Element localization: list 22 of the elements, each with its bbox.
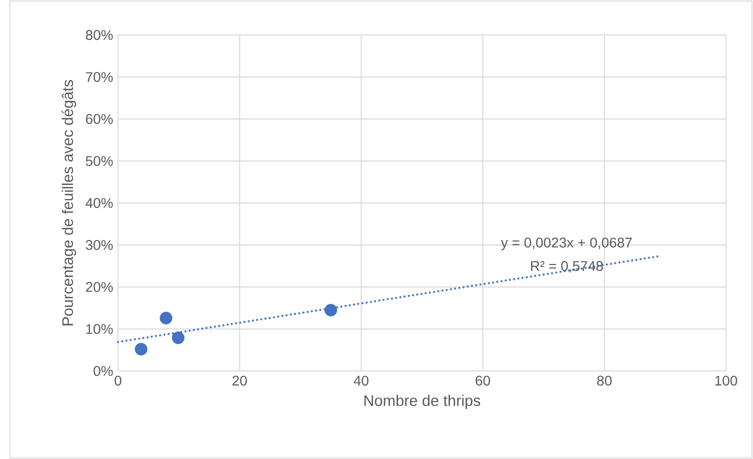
point (324, 304, 338, 316)
x-tick-label: 60 (476, 376, 490, 386)
y-axis-title: Pourcentage de feuilles avec dégâts (62, 80, 76, 326)
point (160, 312, 172, 324)
y-tick-label: 80% (86, 30, 113, 40)
x-tick-label: 80 (597, 376, 612, 386)
x-tick-label: 40 (354, 376, 368, 386)
x-axis-title: Nombre de thrips (364, 394, 480, 410)
y-tick-label: 10% (86, 324, 113, 334)
y-tick-label: 70% (86, 72, 113, 82)
point (172, 332, 184, 344)
y-tick-label: 60% (86, 114, 113, 124)
annotation: y = 0,0023x + 0,0687 (500, 238, 632, 250)
y-tick-label: 30% (86, 240, 113, 250)
y-tick-label: 40% (86, 198, 113, 208)
x-tick-label: 100 (715, 376, 738, 386)
y-tick-label: 50% (86, 156, 113, 166)
y-tick-label: 20% (86, 282, 113, 292)
x-tick-label: 0 (114, 376, 122, 386)
point (134, 342, 148, 356)
x-tick-label: 20 (232, 376, 247, 386)
y-tick-label: 0% (94, 366, 113, 376)
